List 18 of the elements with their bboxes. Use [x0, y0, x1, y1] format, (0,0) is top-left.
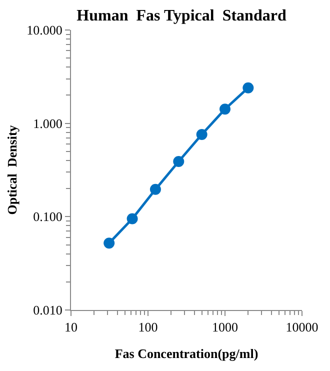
point [242, 82, 254, 94]
x-tick-label: 1000 [212, 320, 238, 335]
point [196, 128, 208, 140]
y-tick-label: 0.010 [33, 302, 62, 318]
x-tick-label: 10 [64, 320, 78, 335]
point [150, 184, 161, 195]
point [220, 104, 230, 115]
point [126, 213, 138, 224]
chart-title: Human Fas Typical Standard [76, 7, 286, 24]
point [104, 238, 115, 249]
y-tick-label: 0.100 [33, 209, 62, 224]
x-axis-title: Fas Concentration(pg/ml) [114, 346, 258, 362]
point [173, 156, 184, 167]
x-tick-label: 10000 [286, 320, 318, 335]
y-tick-label: 10.000 [26, 22, 62, 38]
y-axis-title: Optical Density [4, 124, 20, 215]
y-tick-label: 1.000 [33, 116, 62, 131]
x-tick-label: 100 [138, 320, 158, 335]
